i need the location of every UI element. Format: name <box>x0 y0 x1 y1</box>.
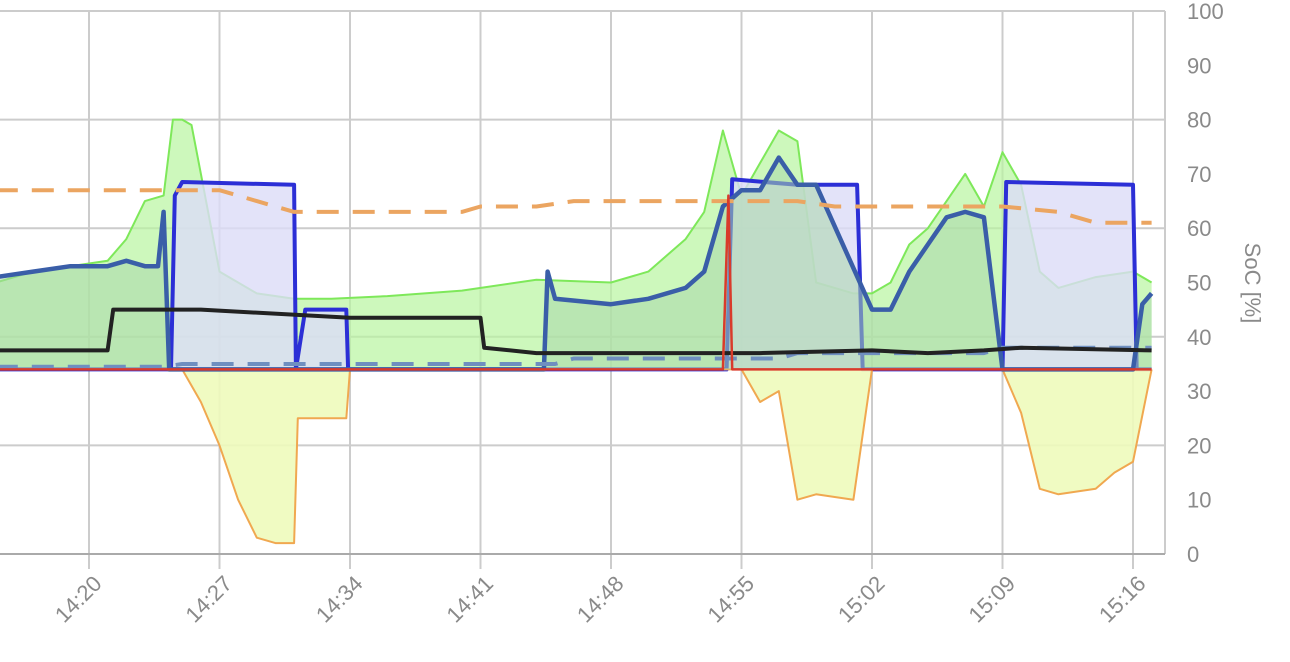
x-tick-label: 15:16 <box>1094 571 1151 628</box>
y-tick-label: 100 <box>1187 0 1224 24</box>
chart-series <box>0 118 1154 545</box>
green-area <box>0 118 1153 300</box>
yellow-orange-area-fill <box>0 369 1152 544</box>
x-tick-label: 14:27 <box>180 571 237 628</box>
y-tick-label: 70 <box>1187 162 1211 187</box>
y-axis-label: SoC [%] <box>1240 243 1265 324</box>
y-tick-label: 90 <box>1187 53 1211 78</box>
x-tick-label: 15:09 <box>963 571 1020 628</box>
steelblue-line <box>0 155 1154 372</box>
y-axis-ticks: 0 10 20 30 40 50 60 70 80 90 100 <box>1187 0 1224 567</box>
y-tick-label: 10 <box>1187 488 1211 513</box>
x-tick-label: 14:41 <box>441 571 498 628</box>
y-tick-label: 30 <box>1187 379 1211 404</box>
blue-area-fill <box>0 179 1152 370</box>
x-tick-label: 14:48 <box>572 571 629 628</box>
y-tick-label: 40 <box>1187 325 1211 350</box>
x-axis-ticks: 14:20 14:27 14:34 14:41 14:48 14:55 15:02 15:09… <box>50 571 1151 628</box>
y-tick-label: 0 <box>1187 542 1199 567</box>
y-tick-label: 50 <box>1187 271 1211 296</box>
yellow-orange-area <box>0 368 1153 545</box>
y-tick-label: 20 <box>1187 433 1211 458</box>
orange-dashed <box>0 188 1152 225</box>
x-tick-label: 14:34 <box>311 571 368 628</box>
y-tick-label: 80 <box>1187 108 1211 133</box>
red-line <box>0 194 1152 371</box>
x-tick-label: 14:20 <box>50 571 107 628</box>
y-tick-label: 60 <box>1187 216 1211 241</box>
x-tick-label: 15:02 <box>833 571 890 628</box>
steelblue-line-fill <box>0 157 1152 370</box>
x-tick-label: 14:55 <box>702 571 759 628</box>
black-line <box>0 307 1152 356</box>
